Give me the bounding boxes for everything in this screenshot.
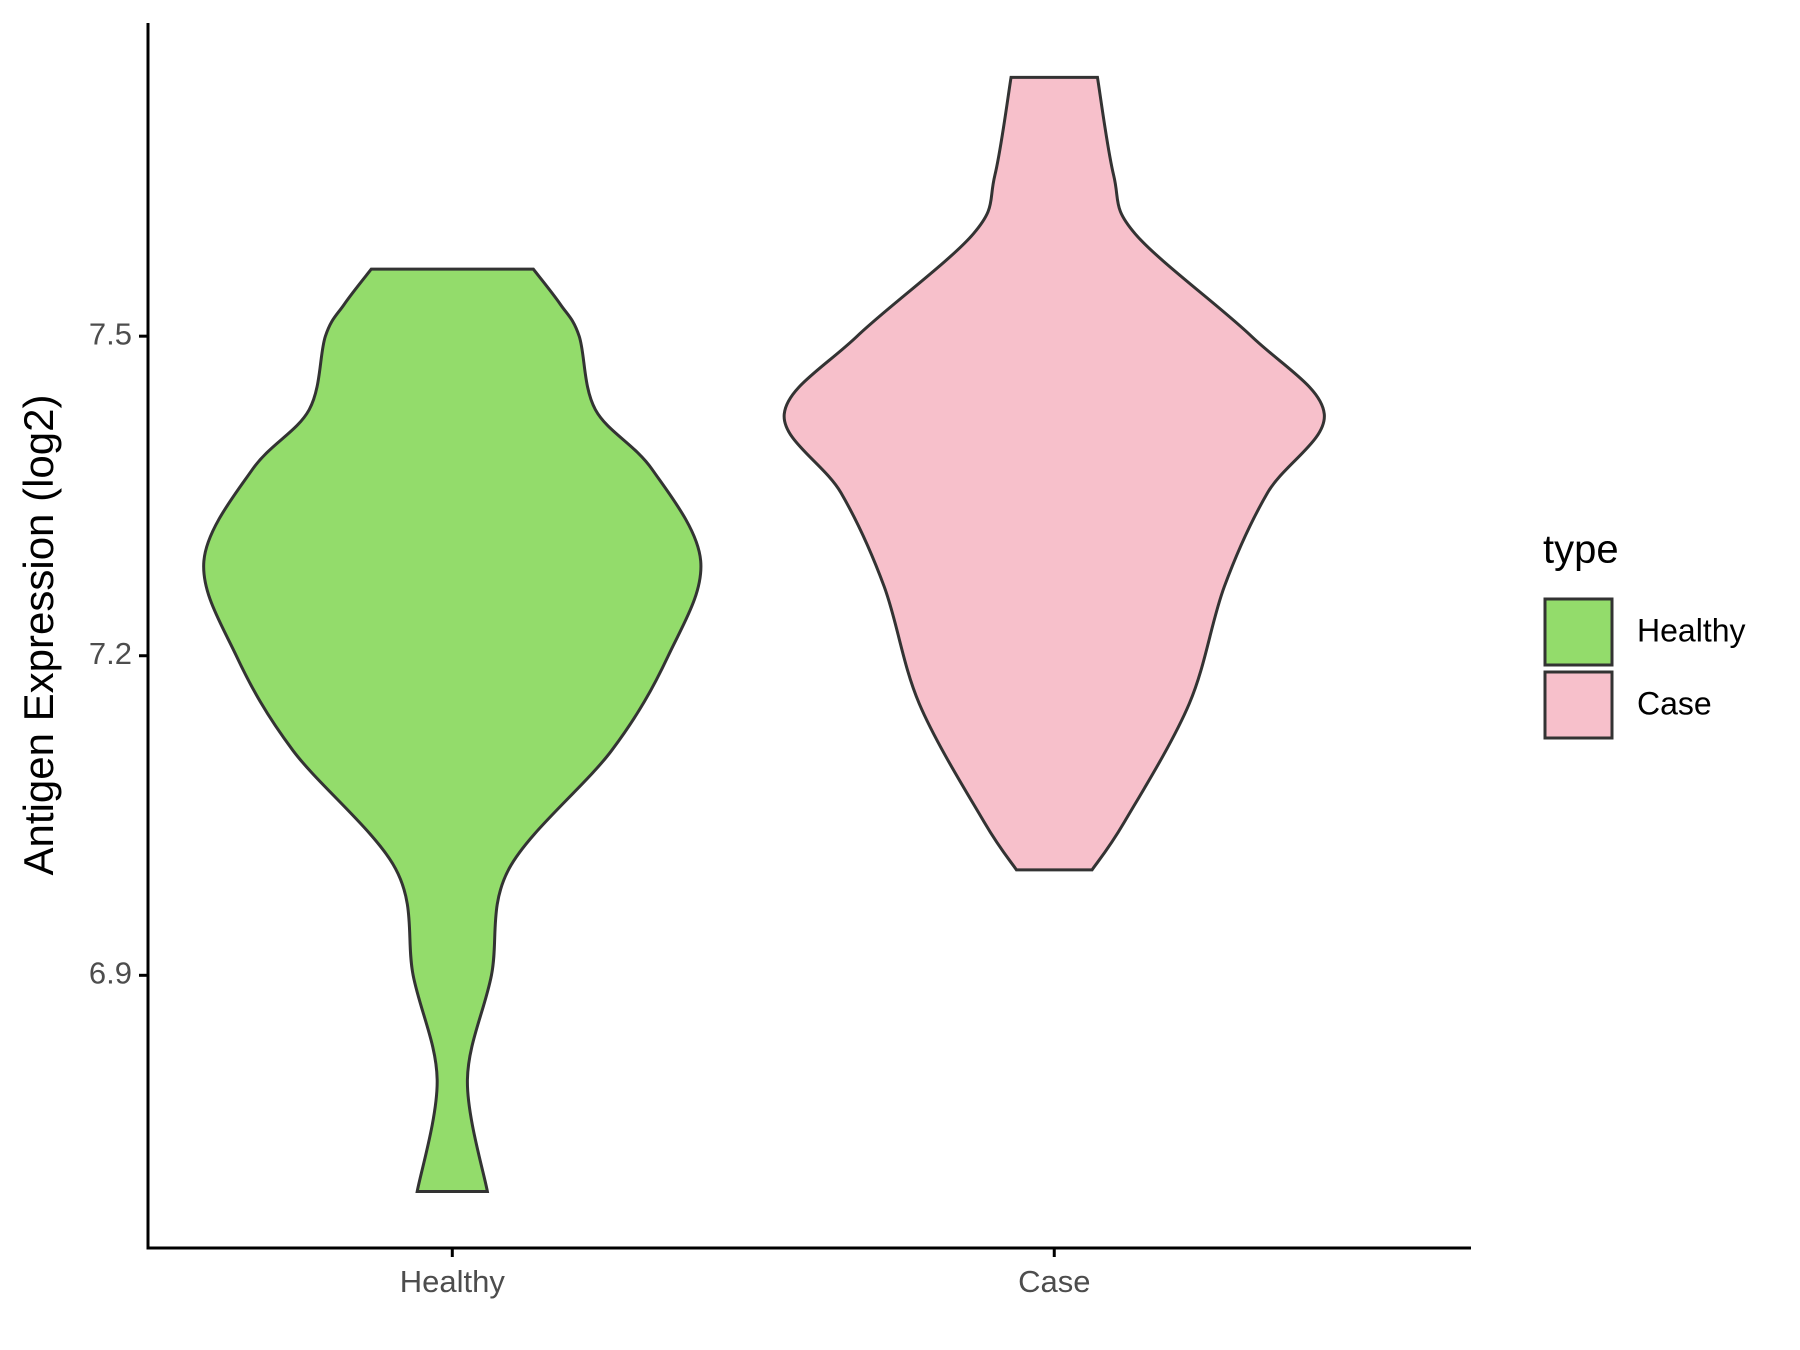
y-axis-label: Antigen Expression (log2) [15,395,62,876]
legend-key [1543,670,1614,740]
violin [782,75,1326,872]
violin [202,267,703,1194]
x-tick-label: Case [1018,1264,1090,1299]
legend-key [1543,597,1614,667]
y-tick-label: 6.9 [89,955,132,990]
y-tick-label: 7.2 [89,636,132,671]
x-tick-label: Healthy [400,1264,506,1299]
legend-title: type [1543,528,1619,572]
legend-label: Case [1637,685,1712,721]
legend-label: Healthy [1637,612,1746,648]
y-tick-label: 7.5 [89,316,132,351]
